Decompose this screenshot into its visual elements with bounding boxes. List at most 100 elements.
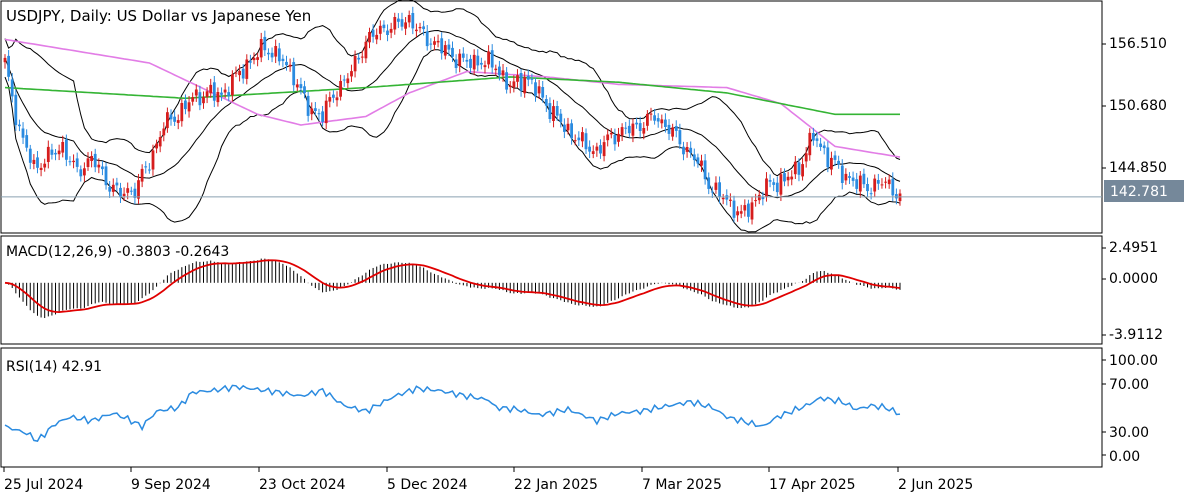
candle-body [519, 73, 523, 91]
candle-body [757, 194, 761, 201]
candle-body [433, 41, 436, 45]
candle-body [869, 193, 873, 195]
candle-body [382, 24, 386, 29]
candle-body [891, 178, 895, 196]
candle-body [310, 108, 314, 115]
candle-body [194, 89, 198, 96]
candle-body [880, 184, 884, 186]
rsi-panel[interactable] [0, 347, 1103, 468]
candle-body [400, 19, 404, 27]
candle-body [714, 182, 718, 190]
candle-body [274, 46, 278, 57]
candle-body [36, 157, 39, 168]
rsi-line [4, 384, 901, 442]
candle-body [299, 84, 303, 89]
candle-body [425, 31, 429, 47]
candle-body [801, 164, 804, 177]
candle-body [32, 159, 36, 164]
candle-body [754, 200, 757, 202]
candle-body [18, 124, 21, 127]
candle-body [111, 184, 115, 192]
candle-body [241, 68, 245, 79]
macd-panel[interactable] [0, 235, 1103, 345]
candle-body [501, 70, 505, 76]
candle-body [552, 106, 555, 121]
candle-body [783, 173, 786, 182]
candle-body [277, 48, 281, 62]
candle-body [443, 45, 447, 56]
candle-body [234, 72, 238, 74]
candle-body [75, 158, 79, 167]
candle-body [526, 75, 530, 80]
candle-body [804, 153, 808, 162]
candle-body [494, 68, 498, 71]
candle-body [541, 87, 545, 98]
candle-body [10, 79, 14, 97]
candle-body [646, 113, 649, 126]
candle-body [169, 114, 173, 120]
candle-body [324, 100, 328, 124]
price-tick-label-1: 156.510 [1109, 36, 1167, 52]
candle-body [212, 82, 216, 101]
candle-body [119, 187, 122, 198]
rsi-tick-label-3: 30.00 [1109, 425, 1149, 441]
candle-body [137, 180, 140, 199]
candle-body [830, 157, 833, 170]
candle-body [837, 160, 840, 165]
candle-body [353, 55, 357, 72]
candle-body [198, 92, 202, 106]
candle-body [386, 30, 389, 35]
moving-average-line-1 [4, 38, 901, 158]
candle-body [46, 146, 50, 162]
candle-body [191, 97, 195, 102]
candle-body [707, 177, 711, 189]
time-label-5: 22 Jan 2025 [514, 477, 598, 493]
candle-body [555, 106, 559, 116]
candle-body [249, 61, 252, 63]
candle-body [267, 52, 270, 55]
candle-body [606, 134, 610, 141]
candle-body [451, 47, 454, 57]
candle-body [671, 127, 674, 137]
price-panel[interactable] [0, 0, 1103, 234]
candle-body [638, 123, 642, 131]
candle-body [653, 115, 656, 121]
candle-body [844, 173, 848, 181]
candle-body [270, 52, 274, 58]
candle-body [227, 92, 231, 97]
candle-body [472, 54, 476, 70]
candle-body [631, 123, 635, 136]
candle-body [65, 139, 68, 160]
time-label-8: 2 Jun 2025 [898, 477, 973, 493]
candle-body [209, 84, 213, 94]
candle-body [721, 197, 725, 200]
candle-body [317, 113, 321, 115]
candle-body [498, 66, 501, 76]
candle-body [613, 134, 617, 145]
candle-body [736, 211, 739, 216]
candle-body [739, 211, 743, 214]
candle-body [259, 39, 263, 58]
bollinger-upper-band [4, 0, 901, 177]
candle-body [895, 194, 898, 199]
candle-body [295, 84, 299, 88]
candle-body [483, 65, 487, 68]
candle-body [779, 174, 783, 195]
candle-body [180, 103, 184, 122]
candle-body [808, 132, 812, 156]
candle-body [346, 78, 350, 84]
bollinger-middle-band [4, 29, 901, 199]
candle-body [285, 61, 288, 66]
candle-body [50, 149, 54, 155]
rsi-tick-label-4: 0.00 [1109, 449, 1140, 465]
candle-body [678, 130, 682, 145]
candle-body [609, 132, 613, 135]
candle-body [667, 124, 671, 134]
candle-body [584, 133, 588, 150]
candle-body [635, 122, 638, 125]
candle-body [747, 203, 750, 217]
macd-tick-label-3: -3.9112 [1109, 327, 1163, 343]
candle-body [833, 155, 837, 160]
